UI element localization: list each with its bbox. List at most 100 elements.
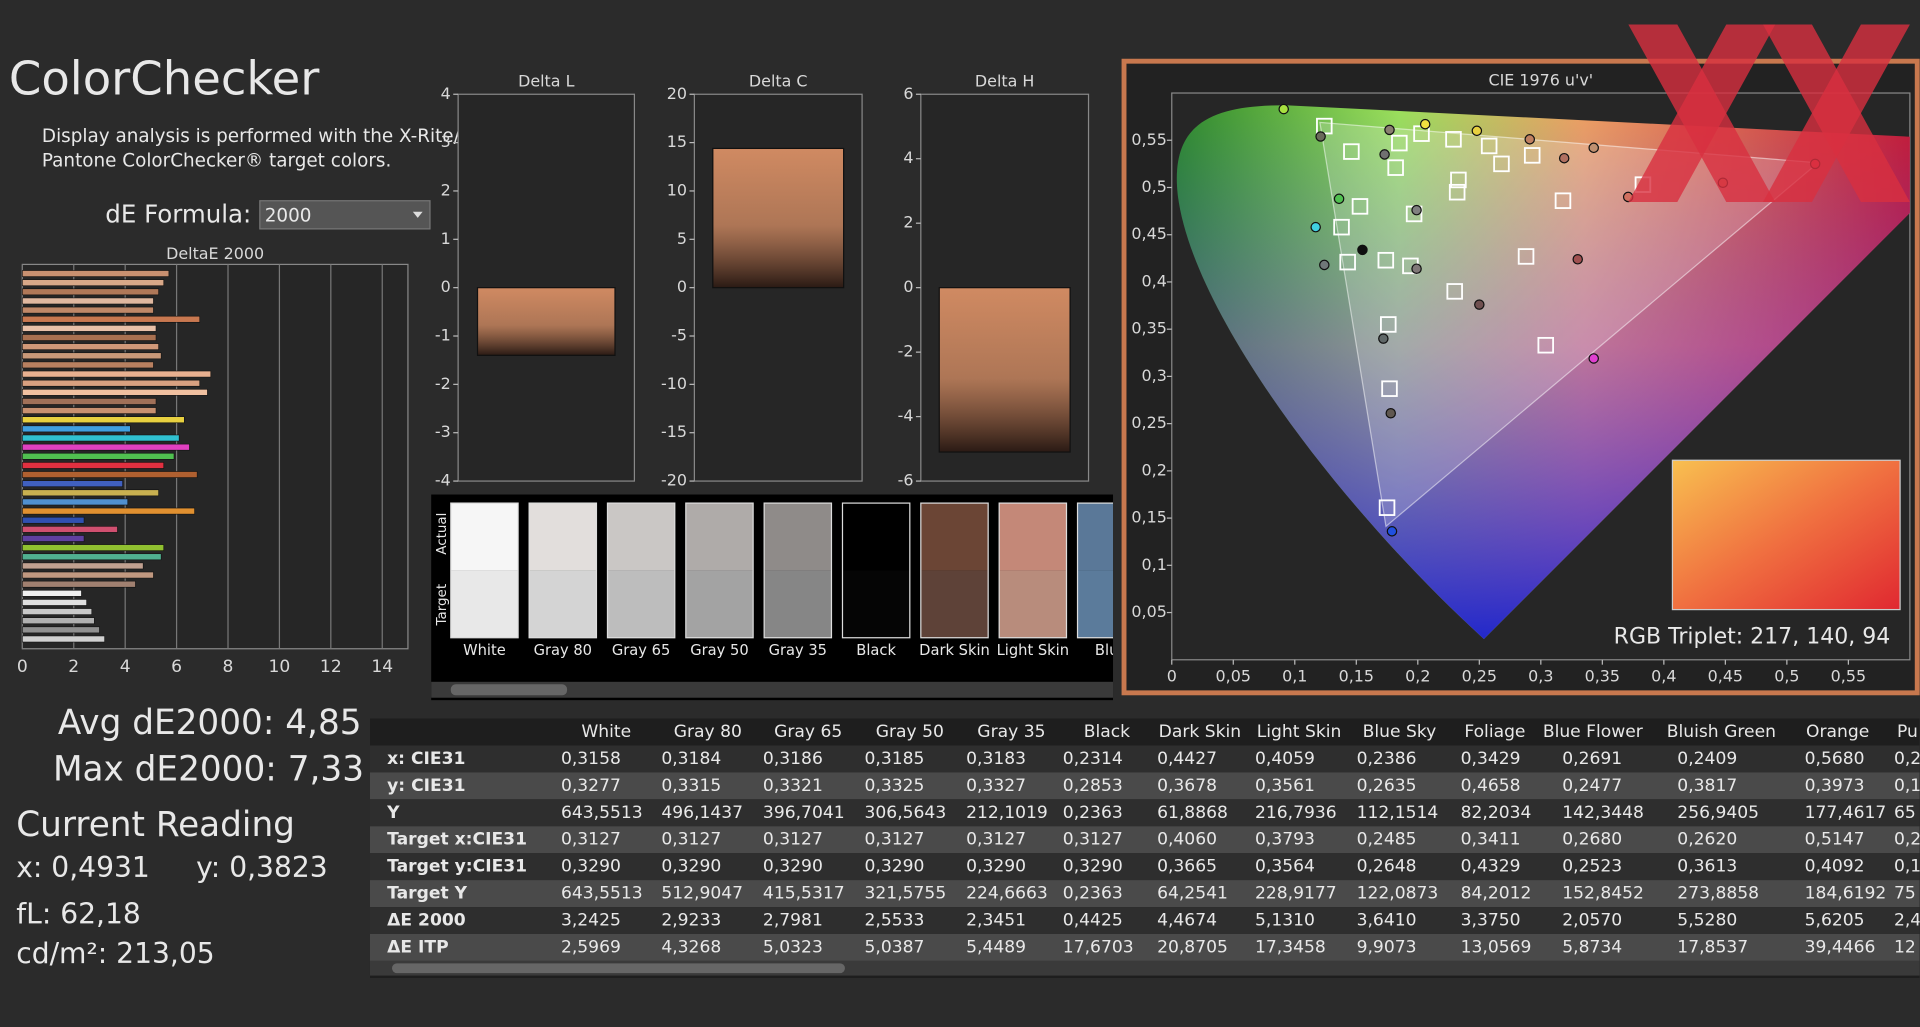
table-cell: 4,4674 <box>1157 911 1217 931</box>
column-header: Blue Sky <box>1363 722 1437 742</box>
bar <box>22 270 170 277</box>
bar <box>22 526 118 533</box>
y-tick-label: -6 <box>898 471 914 490</box>
swatch-target <box>529 570 597 638</box>
table-cell: 0,2635 <box>1357 776 1417 796</box>
column-header: Gray 80 <box>674 722 742 742</box>
logo-stroke <box>1628 24 1776 202</box>
swatch-frame <box>1076 502 1114 639</box>
bar <box>22 589 82 597</box>
table-cell: 0,2386 <box>1357 749 1417 769</box>
table-cell: 0,5680 <box>1805 749 1865 769</box>
measured-point <box>1588 353 1599 364</box>
table-cell: 0,3315 <box>661 776 721 796</box>
measured-point <box>1419 118 1431 130</box>
table-cell: 0,2 <box>1894 749 1920 769</box>
swatch-label: Gray 80 <box>534 642 592 659</box>
bar <box>22 334 157 341</box>
swatch-target <box>685 570 754 638</box>
target-point <box>1448 183 1466 201</box>
table-cell: 0,4427 <box>1157 749 1217 769</box>
target-point <box>1333 218 1350 236</box>
measured-point <box>1558 152 1570 164</box>
table-cell: 0,3290 <box>865 857 925 877</box>
table-cell: 0,2477 <box>1562 776 1622 796</box>
dropdown-value[interactable]: 2000 <box>265 206 312 227</box>
dropdown-box[interactable] <box>259 200 431 230</box>
table-cell: 228,9177 <box>1255 884 1337 904</box>
chart-title: Delta H <box>975 72 1034 91</box>
swatch-label: Black <box>856 642 896 659</box>
table-cell: 0,3127 <box>966 830 1026 850</box>
x-tick-label: 0,35 <box>1585 666 1620 685</box>
swatch-frame <box>685 502 754 639</box>
bar <box>476 287 616 356</box>
swatch-frame <box>998 502 1068 639</box>
page-title: ColorChecker <box>9 52 320 106</box>
table-cell: 643,5513 <box>561 884 643 904</box>
table-cell: 0,3564 <box>1255 857 1315 877</box>
table-cell: 0,3183 <box>966 749 1026 769</box>
y-tick-label: 0,25 <box>1131 413 1166 432</box>
column-header: Pu <box>1897 722 1918 742</box>
reading-cdm2: cd/m²: 213,05 <box>16 937 214 970</box>
y-tick-label: 0,1 <box>1142 555 1167 574</box>
column-header: White <box>581 722 631 742</box>
table-cell: 0,3290 <box>561 857 621 877</box>
target-point <box>1380 316 1397 333</box>
x-tick-label: 0,2 <box>1405 666 1430 685</box>
measured-point <box>1278 103 1289 115</box>
measured-point <box>1411 204 1422 216</box>
target-point <box>1381 380 1398 397</box>
table-cell: 0,3817 <box>1677 776 1737 796</box>
formula-dropdown[interactable]: 2000 <box>259 200 431 230</box>
table-cell: 0,3321 <box>763 776 823 796</box>
bar <box>22 279 165 287</box>
measured-point <box>1378 333 1389 344</box>
table-cell: 2,4 <box>1894 911 1920 931</box>
table-cell: 643,5513 <box>561 803 643 823</box>
swatch-target <box>999 570 1067 638</box>
swatch-label: Gray 35 <box>769 642 827 659</box>
avg-de: Avg dE2000: 4,85 <box>58 703 362 743</box>
x-tick-label: 0,1 <box>1282 666 1307 685</box>
table-cell: 0,3127 <box>865 830 925 850</box>
y-tick-label: 0 <box>677 277 687 296</box>
gamut <box>1176 105 1910 639</box>
table-cell: 0,3411 <box>1461 830 1521 850</box>
bar <box>22 388 208 396</box>
y-tick-label: 3 <box>441 132 451 151</box>
table-cell: 0,3127 <box>561 830 621 850</box>
y-tick-label: 0,4 <box>1142 271 1167 290</box>
x-tick-label: 0,3 <box>1528 666 1553 685</box>
table-cell: 3,6410 <box>1357 911 1417 931</box>
cie-points: 0 0,05 0,1 0,15 0,2 0,25 0,3 0,35 0,4 0,45 0,5 0,55… <box>1131 70 1866 685</box>
table-scroll-thumb[interactable] <box>392 963 845 974</box>
table-cell: 184,6192 <box>1805 884 1887 904</box>
measured-point <box>1474 299 1485 310</box>
x-tick-label: 10 <box>269 657 291 677</box>
y-tick-label: 5 <box>677 229 687 248</box>
swatch-target <box>607 570 675 638</box>
table-cell: 12 <box>1894 937 1916 957</box>
dropdown-arrow[interactable] <box>412 211 423 218</box>
x-tick-label: 0 <box>17 657 28 677</box>
measured-point <box>1357 244 1368 256</box>
table-cell: 82,2034 <box>1461 803 1532 823</box>
x-tick-label: 0,4 <box>1651 666 1676 685</box>
table-cell: 0,1 <box>1894 857 1920 877</box>
x-tick-label: 0,05 <box>1216 666 1251 685</box>
bar <box>22 626 100 634</box>
table-cell: 0,3793 <box>1255 830 1315 850</box>
table-cell: 9,9073 <box>1357 937 1417 957</box>
scrollbar[interactable] <box>431 681 1114 698</box>
swatch-target <box>842 570 910 638</box>
table-cell: 2,5969 <box>561 937 621 957</box>
chart-title: DeltaE 2000 <box>166 244 264 263</box>
scroll-thumb[interactable] <box>450 684 568 696</box>
y-tick-label: 0 <box>903 277 913 296</box>
bar <box>22 306 154 314</box>
